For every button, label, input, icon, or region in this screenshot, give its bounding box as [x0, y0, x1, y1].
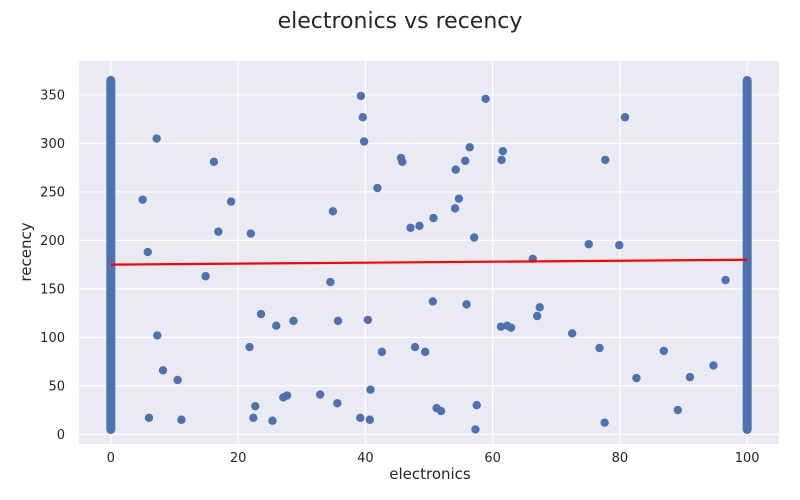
data-point — [152, 134, 161, 143]
x-tick-label: 80 — [612, 451, 629, 466]
data-point — [429, 213, 438, 223]
x-tick-labels: 0 20 40 60 80 100 — [107, 451, 760, 466]
data-point — [173, 375, 182, 385]
plot-background — [79, 61, 779, 444]
data-point — [226, 197, 236, 206]
x-tick-label: 20 — [230, 451, 247, 466]
data-point — [143, 247, 152, 257]
data-point — [595, 343, 604, 353]
data-point — [282, 391, 292, 400]
data-point — [420, 347, 430, 357]
y-axis-label: recency — [17, 222, 35, 281]
y-tick-label: 50 — [48, 379, 65, 394]
y-tick-label: 0 — [57, 428, 65, 443]
data-point — [415, 221, 424, 231]
trend-line — [110, 258, 748, 266]
data-point — [209, 157, 219, 167]
data-point — [462, 300, 471, 309]
data-point — [428, 297, 438, 306]
data-point — [567, 329, 577, 338]
data-point — [333, 399, 342, 408]
data-point — [144, 413, 154, 423]
y-tick-label: 150 — [40, 282, 65, 297]
data-point — [506, 323, 516, 332]
data-point — [373, 183, 382, 193]
data-point — [471, 425, 480, 434]
data-point — [410, 342, 420, 352]
data-point — [249, 413, 258, 423]
data-point — [450, 204, 460, 213]
data-point — [177, 415, 186, 424]
data-point — [584, 240, 593, 249]
x-tick-label: 100 — [735, 451, 760, 466]
data-point — [356, 91, 366, 101]
data-point — [469, 233, 479, 242]
data-point — [721, 275, 730, 285]
data-point — [632, 373, 641, 383]
data-point — [673, 405, 683, 415]
data-point — [461, 156, 470, 166]
data-point — [153, 331, 162, 340]
data-point — [436, 406, 446, 416]
data-point — [497, 155, 506, 165]
y-tick-label: 100 — [40, 331, 65, 346]
data-point — [333, 316, 343, 326]
trend-line-group — [110, 258, 748, 266]
data-point — [454, 194, 464, 203]
data-point — [251, 401, 260, 411]
data-point — [709, 361, 718, 370]
x-tick-label: 40 — [357, 451, 374, 466]
data-point — [481, 94, 490, 104]
data-point — [272, 321, 281, 330]
x-tick-label: 0 — [107, 451, 115, 466]
data-point — [328, 207, 338, 216]
data-point — [359, 137, 369, 146]
data-point — [532, 311, 542, 321]
data-point — [358, 113, 368, 122]
data-point — [600, 418, 609, 427]
y-tick-label: 200 — [40, 234, 65, 249]
y-tick-label: 300 — [40, 137, 65, 152]
data-point — [398, 157, 407, 167]
data-point — [246, 229, 256, 238]
data-point — [615, 241, 624, 250]
data-point — [363, 315, 373, 325]
x-axis-label: electronics — [389, 465, 471, 483]
vertical-bands — [106, 75, 752, 434]
data-point — [158, 366, 168, 375]
data-point — [268, 416, 277, 425]
data-point — [377, 347, 387, 357]
chart-title: electronics vs recency — [278, 9, 523, 34]
data-point — [201, 272, 210, 281]
data-point — [472, 401, 481, 410]
data-point — [315, 390, 325, 399]
data-point — [496, 322, 506, 331]
data-point — [685, 372, 695, 382]
data-point — [289, 316, 298, 326]
data-point — [256, 309, 266, 319]
data-point — [659, 346, 669, 356]
data-point — [601, 155, 610, 165]
x-tick-label: 60 — [484, 451, 501, 466]
y-tick-labels: 0 50 100 150 200 250 300 350 — [40, 88, 65, 442]
data-point — [138, 195, 147, 204]
data-point — [498, 146, 508, 156]
y-tick-label: 250 — [40, 185, 65, 200]
data-point — [451, 165, 460, 174]
data-point — [365, 415, 375, 424]
data-point — [535, 303, 544, 312]
data-point — [245, 342, 254, 352]
data-point — [406, 223, 415, 232]
y-tick-label: 350 — [40, 88, 65, 103]
data-point — [620, 113, 630, 122]
data-point — [465, 143, 474, 152]
data-point — [326, 277, 335, 287]
data-point — [356, 413, 365, 423]
data-point — [214, 227, 223, 236]
data-point — [366, 385, 375, 394]
